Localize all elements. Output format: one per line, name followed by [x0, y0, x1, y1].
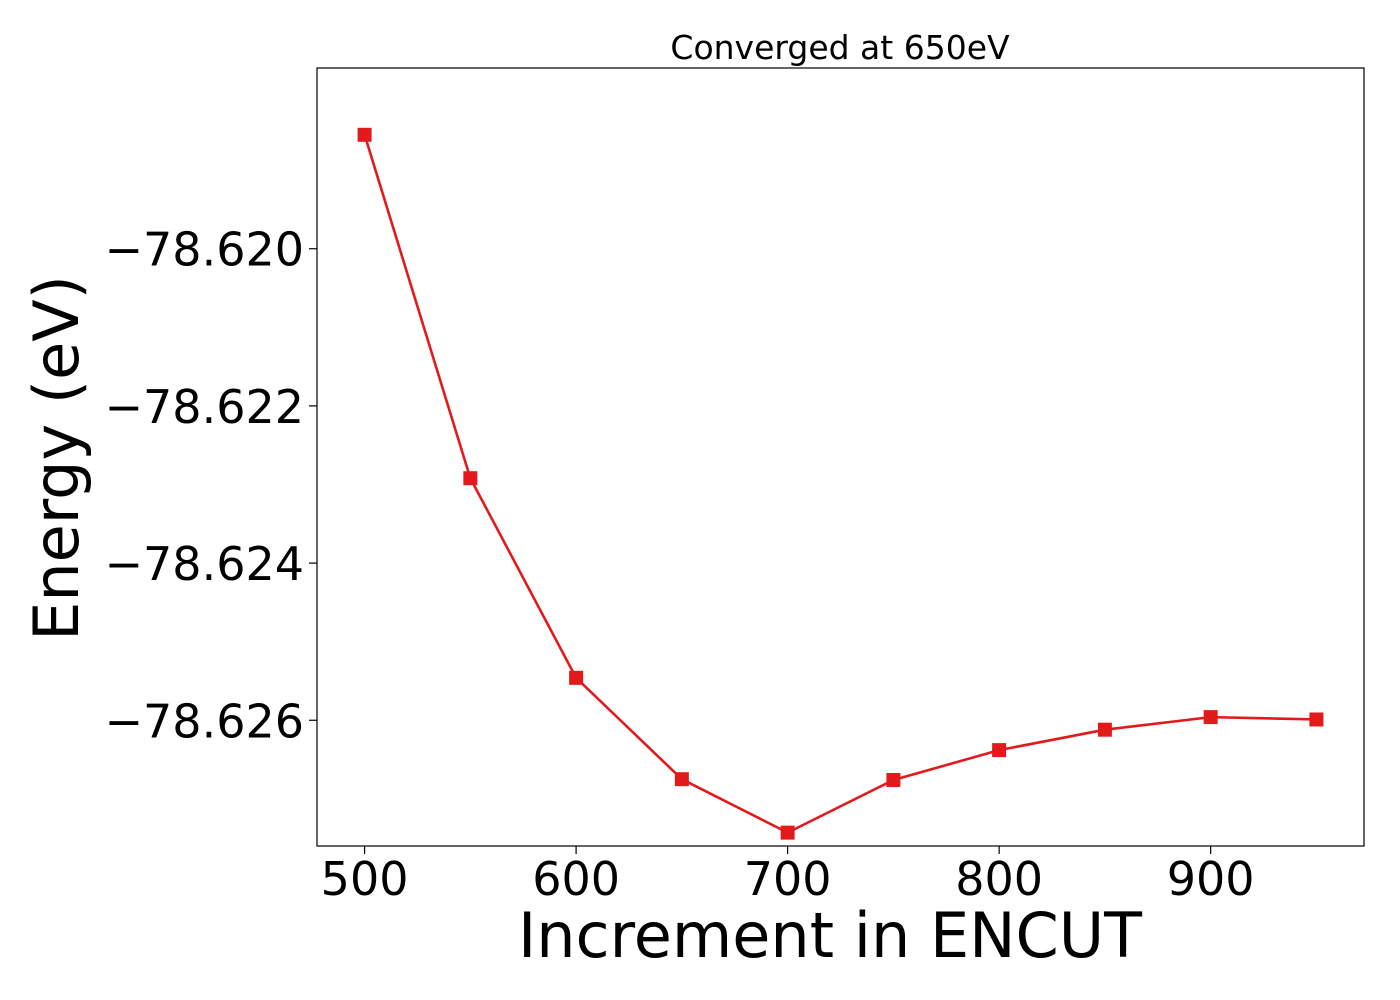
- x-tick-label: 600: [532, 852, 620, 906]
- data-point-marker: [357, 127, 372, 142]
- data-point-marker: [1097, 722, 1112, 737]
- data-point-marker: [1203, 710, 1218, 725]
- chart-title: Converged at 650eV: [670, 28, 1010, 67]
- x-axis-ticks: 500 600 700 800 900: [321, 846, 1255, 906]
- y-axis-label: Energy (eV): [20, 275, 93, 641]
- y-axis-ticks: −78.620 −78.622 −78.624 −78.626: [105, 223, 317, 748]
- data-point-marker: [992, 743, 1007, 758]
- series-layer: [357, 127, 1324, 840]
- x-tick-label: 700: [744, 852, 832, 906]
- y-tick-label: −78.626: [105, 694, 305, 748]
- y-tick-label: −78.620: [105, 223, 305, 277]
- data-point-marker: [569, 670, 584, 685]
- plot-area-frame: [316, 67, 1365, 847]
- x-tick-label: 800: [955, 852, 1043, 906]
- data-point-marker: [886, 772, 901, 787]
- y-tick-label: −78.622: [105, 380, 305, 434]
- data-point-marker: [780, 825, 795, 840]
- series-line: [363, 134, 1317, 834]
- x-axis-label: Increment in ENCUT: [518, 899, 1143, 972]
- y-tick-label: −78.624: [105, 537, 305, 591]
- x-tick-label: 500: [321, 852, 409, 906]
- x-tick-label: 900: [1167, 852, 1255, 906]
- data-point-marker: [1309, 712, 1324, 727]
- data-point-marker: [463, 471, 478, 486]
- data-point-marker: [674, 772, 689, 787]
